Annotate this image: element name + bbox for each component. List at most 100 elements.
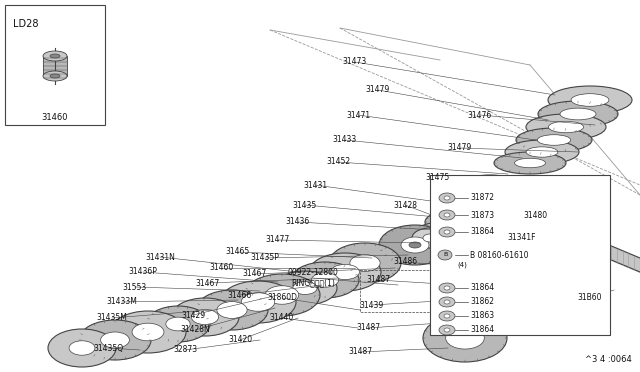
Ellipse shape [273, 271, 337, 305]
Text: 31428N: 31428N [180, 326, 210, 334]
Text: 31435M: 31435M [97, 314, 127, 323]
Ellipse shape [538, 135, 571, 145]
Text: LD28: LD28 [13, 19, 38, 29]
Ellipse shape [423, 314, 507, 362]
Text: 31486: 31486 [393, 257, 417, 266]
Text: 31431: 31431 [303, 180, 327, 189]
Text: 31466: 31466 [228, 291, 252, 299]
Text: 00922-12800
RINGリング(1): 00922-12800 RINGリング(1) [287, 268, 339, 288]
Text: 32873: 32873 [173, 346, 197, 355]
Text: 31487: 31487 [366, 276, 390, 285]
Text: 31864: 31864 [470, 283, 494, 292]
Ellipse shape [458, 175, 522, 201]
Ellipse shape [571, 94, 609, 106]
Text: 31435Q: 31435Q [93, 343, 123, 353]
Ellipse shape [244, 274, 320, 316]
Ellipse shape [439, 311, 455, 321]
Text: 31433M: 31433M [107, 298, 138, 307]
Bar [43, 56, 67, 76]
Ellipse shape [309, 253, 381, 291]
Ellipse shape [132, 323, 164, 341]
Ellipse shape [79, 320, 151, 360]
Ellipse shape [191, 310, 219, 325]
Ellipse shape [409, 242, 421, 248]
Text: 31460: 31460 [42, 112, 68, 122]
Text: 31435: 31435 [293, 201, 317, 209]
Ellipse shape [444, 286, 450, 290]
Ellipse shape [463, 286, 493, 304]
Text: (4): (4) [457, 262, 467, 268]
Ellipse shape [444, 196, 450, 200]
Ellipse shape [494, 152, 566, 174]
Ellipse shape [415, 222, 471, 244]
Text: 31420: 31420 [228, 336, 252, 344]
Text: 31439: 31439 [360, 301, 384, 310]
Text: 31341F: 31341F [508, 234, 536, 243]
Ellipse shape [412, 228, 448, 248]
Ellipse shape [475, 247, 505, 263]
Ellipse shape [425, 210, 485, 234]
Ellipse shape [451, 256, 519, 294]
Text: 31487: 31487 [356, 324, 380, 333]
Ellipse shape [472, 267, 499, 283]
Ellipse shape [454, 235, 526, 275]
Text: 31860D: 31860D [267, 294, 297, 302]
Text: 31475: 31475 [426, 173, 450, 183]
Ellipse shape [166, 317, 190, 331]
Ellipse shape [265, 286, 299, 304]
Ellipse shape [331, 264, 360, 280]
Ellipse shape [439, 283, 455, 293]
Ellipse shape [291, 262, 359, 298]
Ellipse shape [515, 158, 545, 168]
Text: 31436P: 31436P [129, 267, 157, 276]
Bar [5, 5, 105, 125]
Ellipse shape [401, 237, 429, 253]
Ellipse shape [505, 140, 579, 164]
Text: 31477: 31477 [266, 235, 290, 244]
Text: 31863: 31863 [470, 311, 494, 321]
Ellipse shape [560, 108, 596, 120]
Ellipse shape [526, 147, 558, 157]
Ellipse shape [48, 329, 116, 367]
Ellipse shape [241, 293, 275, 311]
Text: 31864: 31864 [470, 326, 494, 334]
Ellipse shape [146, 306, 210, 342]
Ellipse shape [443, 217, 467, 227]
Text: 31435P: 31435P [251, 253, 280, 263]
Text: 31479: 31479 [448, 144, 472, 153]
Ellipse shape [217, 302, 247, 318]
Text: 31429: 31429 [181, 311, 205, 320]
Ellipse shape [293, 282, 317, 295]
Ellipse shape [444, 300, 450, 304]
Text: 31480: 31480 [523, 211, 547, 219]
Ellipse shape [477, 183, 504, 193]
Ellipse shape [438, 250, 452, 260]
Ellipse shape [444, 213, 450, 217]
Text: 31428: 31428 [393, 201, 417, 209]
Ellipse shape [526, 114, 606, 140]
Ellipse shape [439, 227, 455, 237]
Text: B 08160-61610: B 08160-61610 [470, 250, 529, 260]
Text: 31476: 31476 [468, 110, 492, 119]
Text: 31433: 31433 [333, 135, 357, 144]
Text: 31460: 31460 [210, 263, 234, 273]
Text: 31864: 31864 [470, 228, 494, 237]
Ellipse shape [538, 101, 618, 127]
Text: 31473: 31473 [343, 58, 367, 67]
Ellipse shape [423, 234, 437, 242]
Ellipse shape [110, 311, 186, 353]
Ellipse shape [439, 210, 455, 220]
Ellipse shape [444, 328, 450, 332]
Ellipse shape [69, 341, 95, 355]
Ellipse shape [379, 225, 451, 265]
Text: 31452: 31452 [326, 157, 350, 167]
Text: ^3 4 :0064: ^3 4 :0064 [585, 355, 632, 364]
Ellipse shape [445, 327, 484, 349]
Ellipse shape [454, 206, 478, 216]
Bar [360, 270, 438, 312]
Text: 31467: 31467 [196, 279, 220, 288]
Ellipse shape [50, 54, 60, 58]
Ellipse shape [436, 199, 496, 223]
Text: 31465: 31465 [226, 247, 250, 257]
Text: 31553: 31553 [123, 282, 147, 292]
